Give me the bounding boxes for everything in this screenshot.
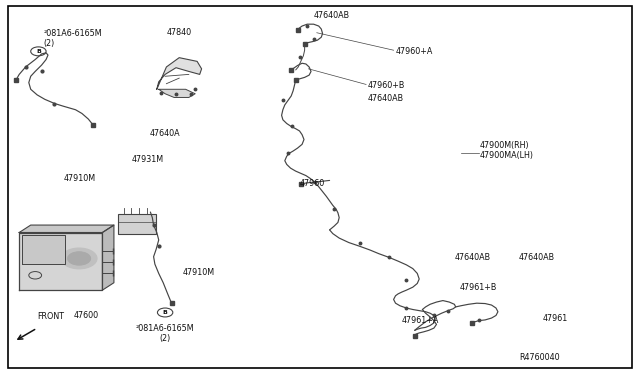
Polygon shape <box>159 89 195 97</box>
Text: 47640AB: 47640AB <box>454 253 490 262</box>
Circle shape <box>68 252 91 265</box>
Text: 47961+A: 47961+A <box>402 316 439 325</box>
Text: B: B <box>36 49 41 54</box>
Text: 47910M: 47910M <box>182 268 214 277</box>
Text: 47961+B: 47961+B <box>460 283 497 292</box>
Text: B: B <box>163 310 168 315</box>
Text: 47640A: 47640A <box>150 129 180 138</box>
Text: 47600: 47600 <box>74 311 99 320</box>
Text: ²081A6-6165M
(2): ²081A6-6165M (2) <box>44 29 102 48</box>
Text: 47961: 47961 <box>543 314 568 323</box>
Text: 47931M: 47931M <box>131 155 163 164</box>
Text: R4760040: R4760040 <box>520 353 560 362</box>
Polygon shape <box>19 232 102 290</box>
Polygon shape <box>22 235 65 264</box>
Text: 47960+B: 47960+B <box>368 81 405 90</box>
Text: 47910M: 47910M <box>64 174 96 183</box>
Text: 47960: 47960 <box>300 179 324 187</box>
Text: 47640AB: 47640AB <box>314 12 349 20</box>
Text: 47960+A: 47960+A <box>396 47 433 56</box>
Circle shape <box>61 248 97 269</box>
Text: 47900M(RH)
47900MA(LH): 47900M(RH) 47900MA(LH) <box>480 141 534 160</box>
Polygon shape <box>19 225 114 232</box>
Text: 47640AB: 47640AB <box>518 253 554 262</box>
Text: 47640AB: 47640AB <box>368 94 404 103</box>
Text: 47840: 47840 <box>166 28 191 37</box>
Text: FRONT: FRONT <box>37 312 64 321</box>
Polygon shape <box>102 225 114 290</box>
Bar <box>118 214 156 234</box>
Polygon shape <box>157 58 202 89</box>
Text: ²081A6-6165M
(2): ²081A6-6165M (2) <box>136 324 195 343</box>
